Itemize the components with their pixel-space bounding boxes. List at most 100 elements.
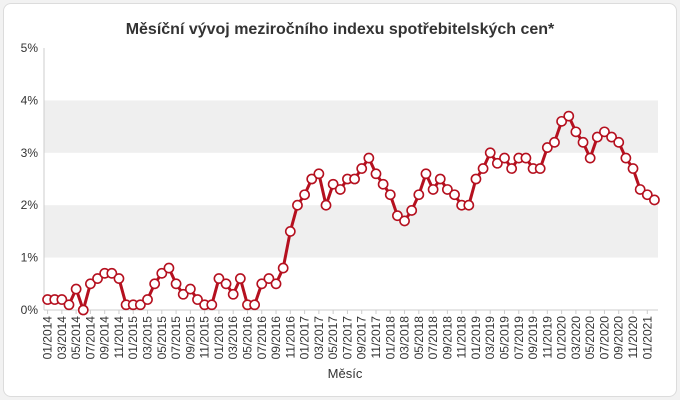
data-point <box>134 299 146 311</box>
data-point <box>184 283 196 295</box>
chart-title: Měsíční vývoj meziročního indexu spotřeb… <box>126 21 555 38</box>
x-tick-label: 07/2016 <box>255 316 269 360</box>
data-point <box>113 273 125 284</box>
data-point <box>85 278 96 290</box>
data-point <box>434 173 446 185</box>
x-tick-label: 01/2016 <box>212 316 226 360</box>
y-tick-label: 4% <box>21 93 39 107</box>
data-point <box>427 184 439 195</box>
data-point <box>491 157 503 169</box>
x-tick-label: 11/2018 <box>455 316 469 359</box>
x-tick-label: 03/2014 <box>55 316 69 360</box>
data-point <box>170 278 182 290</box>
data-point <box>227 288 239 300</box>
x-tick-label: 07/2017 <box>340 316 354 360</box>
data-point <box>584 152 596 164</box>
x-tick-label: 09/2020 <box>612 316 626 360</box>
data-point <box>477 163 489 174</box>
data-point <box>384 189 396 201</box>
data-point <box>506 163 518 174</box>
data-point <box>256 278 268 290</box>
data-point <box>606 131 617 143</box>
x-tick-label: 11/2019 <box>540 316 554 359</box>
x-tick-label: 01/2021 <box>640 316 654 360</box>
x-tick-label: 09/2016 <box>269 316 283 360</box>
data-point <box>420 168 432 180</box>
data-point <box>392 210 403 222</box>
data-point <box>441 184 453 195</box>
data-point <box>177 288 189 300</box>
data-point <box>484 147 496 159</box>
data-point <box>563 110 575 122</box>
x-tick-label: 03/2016 <box>226 316 240 360</box>
data-point <box>577 136 589 148</box>
x-tick-label: 09/2018 <box>440 316 454 360</box>
data-point <box>349 173 360 185</box>
x-tick-label: 11/2020 <box>626 316 640 359</box>
data-point <box>92 273 103 284</box>
data-point <box>249 299 261 311</box>
data-point <box>613 136 625 148</box>
x-tick-label: 03/2019 <box>483 316 497 360</box>
data-point <box>449 189 460 201</box>
data-point <box>70 283 82 295</box>
data-point <box>63 299 75 311</box>
data-point <box>77 304 89 316</box>
data-point <box>284 225 296 237</box>
x-tick-label: 01/2014 <box>41 316 55 360</box>
data-point <box>313 168 325 180</box>
x-tick-label: 01/2018 <box>383 316 397 360</box>
data-point <box>399 215 410 227</box>
x-tick-label: 07/2015 <box>169 316 183 360</box>
x-tick-label: 09/2017 <box>355 316 369 360</box>
y-axis: 0% 1% 2% 3% 4% 5% <box>21 41 45 317</box>
data-point <box>163 262 175 274</box>
x-tick-label: 03/2020 <box>569 316 583 360</box>
x-tick-label: 03/2018 <box>398 316 412 360</box>
data-point <box>634 184 646 195</box>
data-point <box>413 189 425 201</box>
x-tick-label: 11/2014 <box>112 316 126 359</box>
data-point <box>549 136 560 148</box>
data-point <box>620 152 632 164</box>
x-tick-label: 11/2017 <box>369 316 383 359</box>
y-tick-label: 5% <box>21 41 39 55</box>
y-tick-label: 2% <box>21 198 39 212</box>
x-axis-title: Měsíc <box>328 366 363 381</box>
grid-band <box>44 100 658 153</box>
data-point <box>142 294 153 305</box>
x-tick-label: 05/2015 <box>155 316 169 360</box>
x-tick-label: 05/2016 <box>240 316 254 360</box>
data-point <box>206 299 218 311</box>
x-tick-label: 01/2019 <box>469 316 483 360</box>
data-point <box>649 194 660 206</box>
data-point <box>627 163 639 174</box>
grid-band <box>44 205 658 258</box>
data-point <box>520 152 532 164</box>
x-tick-label: 05/2014 <box>69 316 83 360</box>
data-point <box>292 199 303 211</box>
data-point <box>541 142 553 153</box>
x-tick-label: 03/2017 <box>312 316 326 360</box>
x-tick-label: 05/2018 <box>412 316 426 360</box>
x-tick-label: 07/2020 <box>597 316 611 360</box>
x-tick-label: 11/2015 <box>198 316 212 359</box>
data-point <box>599 126 610 138</box>
x-tick-label: 11/2016 <box>283 316 297 359</box>
data-point <box>327 178 339 190</box>
data-point <box>356 163 368 174</box>
x-tick-label: 01/2017 <box>298 316 312 360</box>
data-point <box>220 278 232 290</box>
data-point <box>192 294 203 305</box>
chart-card <box>3 3 677 397</box>
data-point <box>263 273 275 284</box>
x-tick-label: 05/2019 <box>498 316 512 360</box>
data-series <box>42 110 660 316</box>
y-tick-label: 1% <box>21 251 39 265</box>
data-point <box>149 278 161 290</box>
data-point <box>377 178 389 190</box>
x-tick-label: 09/2019 <box>526 316 540 360</box>
data-point <box>320 199 332 211</box>
data-point <box>234 273 246 284</box>
